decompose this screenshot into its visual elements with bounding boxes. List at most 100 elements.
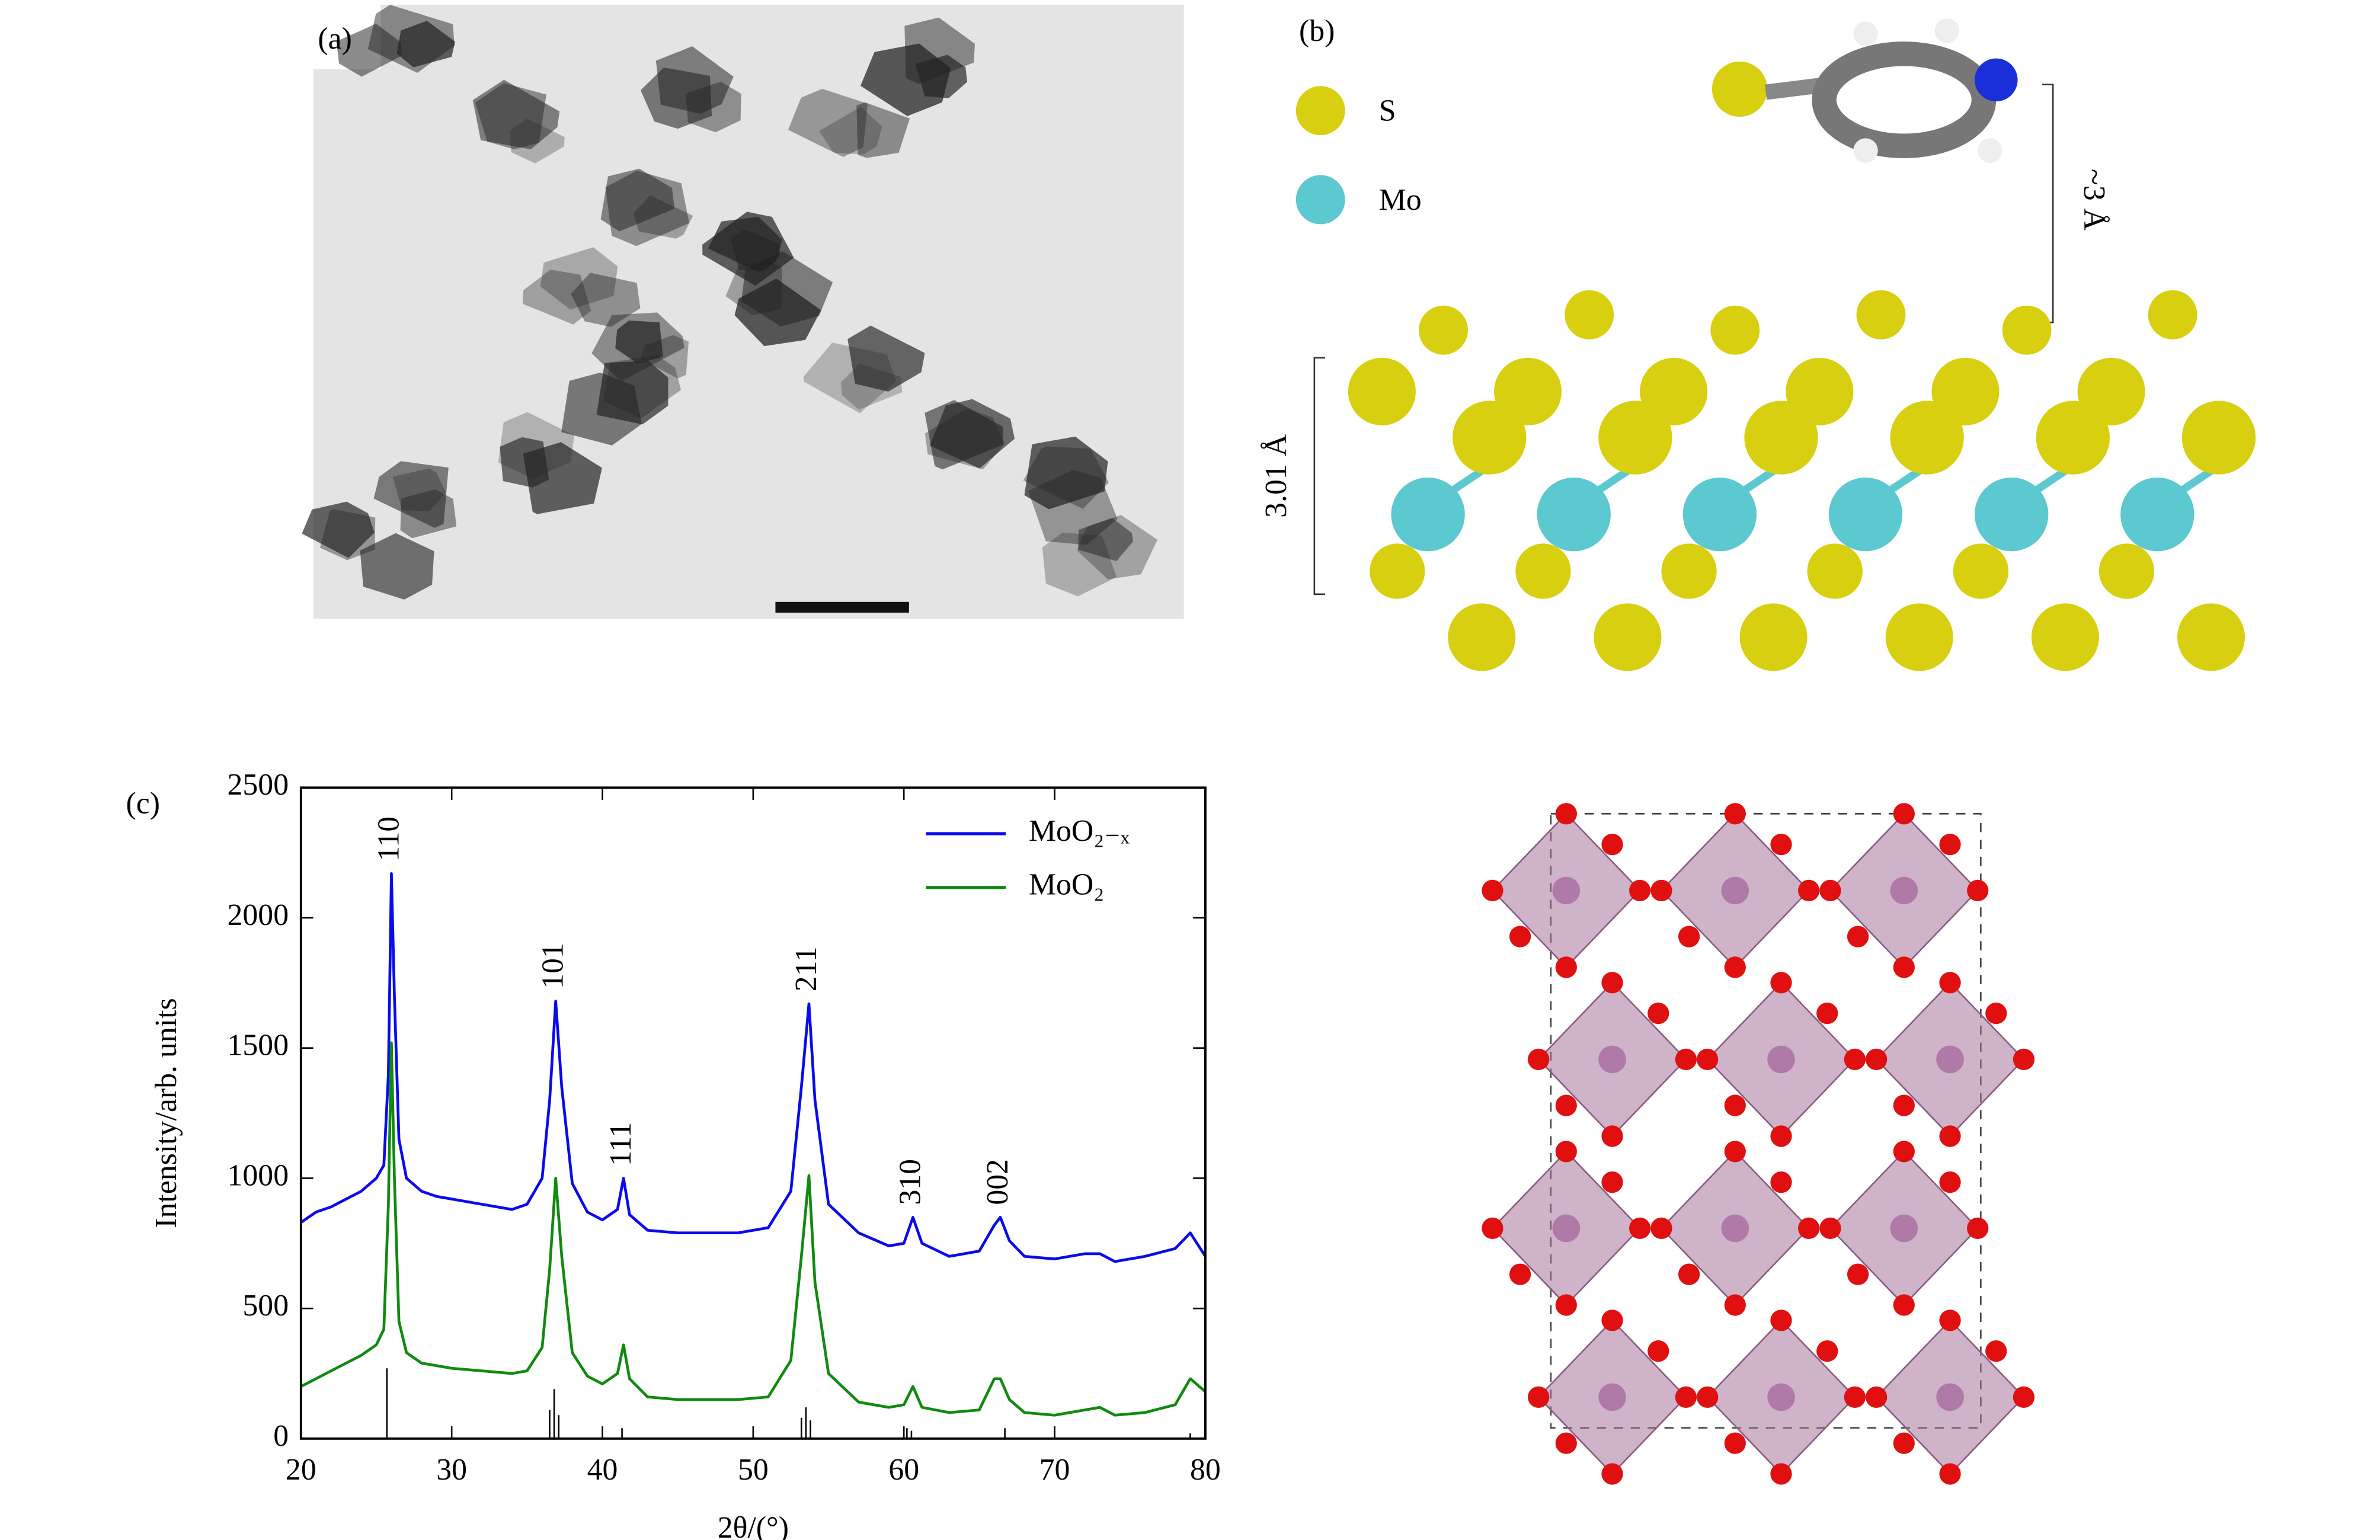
s-atom [2181, 401, 2256, 475]
o-atom [1555, 1141, 1577, 1163]
o-atom [1601, 1171, 1623, 1193]
o-atom [1555, 803, 1577, 825]
o-atom [1844, 1048, 1866, 1071]
s-atom [1807, 543, 1863, 599]
flake [360, 533, 434, 600]
y-tick-label: 500 [242, 1289, 289, 1323]
o-atom [1866, 1048, 1888, 1071]
mo-atom [1890, 1214, 1918, 1243]
flake [633, 195, 693, 239]
o-atom [1939, 972, 1961, 994]
s-atom [1565, 290, 1614, 340]
flake [523, 270, 591, 325]
illustrations [302, 4, 2256, 1485]
mo-atom [1767, 1383, 1795, 1411]
o-atom [1893, 803, 1915, 825]
flake [615, 320, 663, 364]
flake [1042, 532, 1117, 597]
o-atom [1967, 879, 1989, 902]
legend-label: MoO₂₋ₓ [1029, 814, 1130, 848]
x-tick-label: 20 [286, 1453, 316, 1487]
s-atom [2036, 401, 2110, 475]
o-atom [1648, 1003, 1669, 1024]
flake [856, 102, 910, 158]
flake [803, 342, 897, 414]
flake [640, 67, 712, 129]
s-atom [1640, 357, 1708, 425]
o-atom [1601, 834, 1623, 856]
o-atom [1798, 879, 1820, 902]
y-tick-label: 0 [273, 1419, 289, 1453]
o-atom [1939, 834, 1961, 856]
flake [571, 273, 641, 327]
mo-atom [1936, 1045, 1964, 1074]
o-atom [1650, 879, 1672, 902]
s-atom [1856, 290, 1906, 340]
o-atom [1601, 1125, 1623, 1147]
peak-label: 110 [372, 817, 405, 862]
s-atom [1598, 401, 1672, 475]
s-atom [1515, 543, 1571, 599]
o-atom [1939, 1171, 1961, 1193]
y-tick-label: 2500 [228, 768, 289, 802]
mo-atom [1682, 477, 1757, 552]
s-atom [1494, 357, 1562, 425]
o-atom [1893, 1432, 1915, 1454]
xrd-chart: 0 500 1000 1500 2000 2500 20 30 40 50 60 70 80 110 101… [149, 768, 1221, 1540]
mo-atom [1598, 1383, 1626, 1411]
legend-label: Mo [1379, 183, 1422, 217]
o-atom [1847, 1263, 1869, 1285]
bracket [2042, 84, 2054, 324]
o-atom [1770, 1310, 1792, 1331]
mo-sphere [1295, 175, 1345, 225]
flake [847, 325, 925, 392]
mo-atom [1391, 477, 1465, 552]
o-atom [1528, 1386, 1550, 1408]
flake [1023, 446, 1109, 509]
flake [925, 400, 1003, 470]
o-atom [1893, 1094, 1915, 1116]
s-atom [1885, 603, 1953, 671]
s-atom [1710, 305, 1760, 355]
o-atom [1798, 1217, 1820, 1240]
o-atom [1697, 1386, 1719, 1408]
s-atom [1744, 401, 1818, 475]
distance-label: ~3 Å [2077, 169, 2111, 231]
o-atom [1866, 1386, 1888, 1408]
flake [336, 24, 402, 77]
mo-atom [1767, 1045, 1795, 1074]
s-atom [1370, 543, 1425, 599]
legend-label: S [1379, 94, 1396, 128]
o-atom [1770, 1463, 1792, 1485]
o-atom [1816, 1003, 1838, 1024]
peak-label: 101 [536, 943, 570, 989]
o-atom [1555, 956, 1577, 978]
o-atom [1816, 1340, 1838, 1362]
y-tick-label: 2000 [228, 898, 289, 932]
flake [840, 363, 903, 410]
flake [1078, 518, 1134, 562]
o-atom [1650, 1217, 1672, 1240]
flake [603, 355, 682, 419]
s-atom [1448, 603, 1516, 671]
s-atom [2077, 357, 2145, 425]
o-atom [1601, 1310, 1623, 1331]
mo-atom [1598, 1045, 1626, 1074]
o-atom [1629, 879, 1651, 902]
moo2-crystal [1482, 803, 2035, 1485]
flake [1024, 436, 1108, 510]
y-tick-label: 1500 [228, 1029, 289, 1062]
nanosheets [302, 5, 1158, 600]
s-atom [2031, 603, 2099, 671]
o-atom [1629, 1217, 1651, 1240]
flake [741, 251, 833, 326]
s-atom [1953, 543, 2008, 599]
mo-atom [1936, 1383, 1964, 1411]
s-atom [1594, 603, 1662, 671]
x-tick-label: 70 [1039, 1453, 1070, 1487]
s-atom [2002, 305, 2052, 355]
peak-label: 002 [981, 1159, 1015, 1205]
flake [396, 21, 455, 68]
o-atom [1509, 1263, 1531, 1285]
s-atom [1348, 357, 1416, 425]
